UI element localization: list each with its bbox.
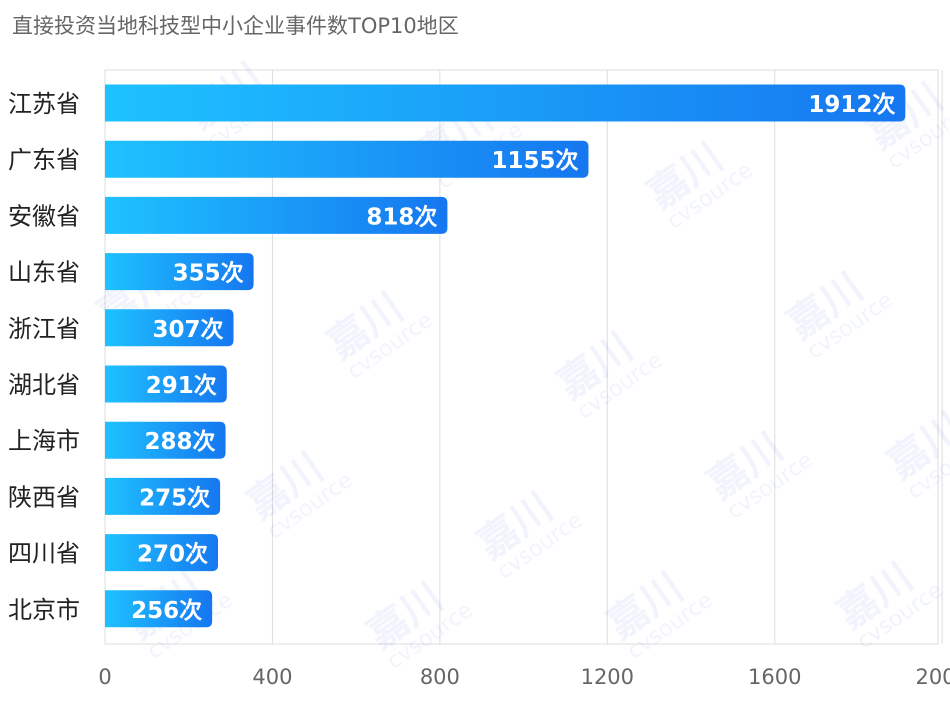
bar — [105, 84, 906, 122]
bar — [105, 534, 219, 572]
labels: 1912次 江苏省 1155次 广东省 818次 安徽省 355次 山东省 307次 浙江省 291… — [8, 90, 950, 689]
bar-value-label: 275次 — [139, 484, 210, 511]
bar — [105, 309, 234, 347]
x-tick-label: 2000 — [915, 665, 950, 689]
bar — [105, 196, 448, 234]
category-label: 北京市 — [8, 596, 80, 624]
category-label: 山东省 — [8, 259, 80, 287]
bar — [105, 253, 254, 291]
category-label: 浙江省 — [8, 315, 80, 343]
x-tick-label: 1600 — [748, 665, 801, 689]
category-label: 江苏省 — [8, 90, 80, 118]
category-label: 陕西省 — [8, 483, 80, 511]
bar-value-label: 307次 — [152, 316, 223, 343]
x-tick-label: 0 — [98, 665, 111, 689]
bar-value-label: 288次 — [145, 428, 216, 455]
x-tick-label: 1200 — [581, 665, 634, 689]
x-tick-label: 800 — [420, 665, 460, 689]
category-label: 广东省 — [8, 146, 80, 174]
category-label: 湖北省 — [8, 371, 80, 399]
bar — [105, 590, 213, 628]
category-label: 上海市 — [8, 427, 80, 455]
category-label: 安徽省 — [8, 202, 80, 230]
chart-title: 直接投资当地科技型中小企业事件数TOP10地区 — [12, 14, 459, 38]
bar — [105, 365, 227, 403]
bar — [105, 477, 221, 515]
bar-value-label: 1155次 — [491, 147, 578, 174]
x-tick-label: 400 — [252, 665, 292, 689]
plot-frame — [104, 69, 939, 645]
bar-value-label: 1912次 — [808, 91, 895, 118]
bar-value-label: 256次 — [131, 597, 202, 624]
bars — [105, 84, 906, 628]
bar — [105, 140, 589, 178]
category-label: 四川省 — [8, 540, 80, 568]
watermark-layer: 嘉川cvsource嘉川cvsource嘉川cvsource嘉川cvsource… — [89, 55, 950, 675]
bar-value-label: 291次 — [146, 372, 217, 399]
bar-value-label: 355次 — [173, 260, 244, 287]
bar — [105, 421, 226, 459]
bar-value-label: 270次 — [137, 541, 208, 568]
bar-value-label: 818次 — [366, 203, 437, 230]
